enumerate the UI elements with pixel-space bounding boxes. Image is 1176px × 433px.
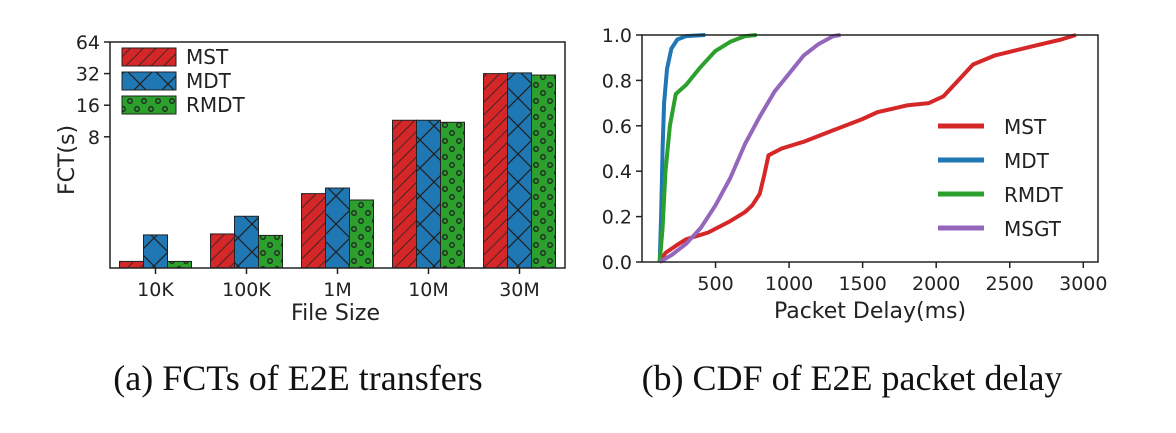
chart-a-x-axis-label: File Size [291, 301, 380, 326]
legend-item-mdt: MDT [121, 69, 232, 93]
bar-rmdt-10m [440, 121, 465, 269]
series-line-msgt [658, 33, 841, 264]
y-tick-label: 0.4 [602, 161, 632, 183]
chart-b-y-axis: 0.0 0.2 0.4 0.6 0.8 1.0 [602, 25, 642, 274]
chart-a-y-axis: 8 16 32 64 [76, 32, 110, 149]
y-tick-label: 0.8 [602, 70, 632, 92]
x-tick-label: 2000 [912, 273, 960, 295]
chart-a-x-axis: 10K 100K 1M 10M 30M [137, 268, 540, 301]
y-tick-label: 0.0 [602, 252, 632, 274]
series-line-mdt [657, 33, 706, 263]
chart-a-caption: (a) FCTs of E2E transfers [113, 358, 482, 398]
chart-b-x-axis: 500 1000 1500 2000 2500 3000 [697, 262, 1107, 295]
legend-label: MSGT [1004, 217, 1062, 241]
chart-a-bars [119, 72, 556, 269]
legend-item-mdt: MDT [938, 149, 1050, 173]
chart-b-legend: MST MDT RMDT MSGT [938, 115, 1064, 241]
bar-mdt-10m [416, 119, 441, 269]
bar-mst-10k [119, 260, 144, 269]
y-tick-label: 0.2 [602, 207, 632, 229]
bar-rmdt-100k [258, 234, 283, 269]
legend-item-msgt: MSGT [938, 217, 1062, 241]
x-tick-label: 100K [222, 279, 271, 301]
x-tick-label: 3000 [1059, 273, 1107, 295]
bar-mst-1m [301, 193, 326, 269]
bar-rmdt-30m [531, 74, 556, 269]
series-line-mst [658, 33, 1077, 264]
legend-label: RMDT [1004, 183, 1064, 207]
legend-label: MDT [186, 69, 232, 93]
x-tick-label: 2500 [986, 273, 1034, 295]
x-tick-label: 10K [137, 279, 174, 301]
y-tick-label: 16 [76, 95, 100, 117]
x-tick-label: 10M [408, 279, 449, 301]
y-tick-label: 64 [76, 32, 100, 54]
bar-mdt-1m [325, 187, 350, 269]
bar-rmdt-10k [167, 260, 192, 269]
y-tick-label: 32 [76, 64, 100, 86]
bar-mst-30m [483, 73, 508, 269]
legend-item-mst: MST [938, 115, 1047, 139]
legend-label: RMDT [186, 93, 246, 117]
bar-mst-100k [210, 233, 235, 269]
chart-b-x-axis-label: Packet Delay(ms) [774, 299, 966, 324]
legend-item-mst: MST [121, 45, 229, 69]
y-tick-label: 8 [88, 127, 100, 149]
x-tick-label: 500 [697, 273, 733, 295]
chart-b-caption: (b) CDF of E2E packet delay [642, 358, 1063, 398]
chart-b: 0.0 0.2 0.4 0.6 0.8 1.0 500 1000 1500 2000 2500 30… [602, 25, 1108, 398]
bar-mdt-30m [507, 72, 532, 269]
legend-item-rmdt: RMDT [938, 183, 1064, 207]
y-tick-label: 1.0 [602, 25, 632, 47]
bar-rmdt-1m [349, 199, 374, 269]
legend-label: MDT [1004, 149, 1050, 173]
x-tick-label: 1M [323, 279, 351, 301]
chart-b-lines [657, 33, 1077, 264]
x-tick-label: 1500 [838, 273, 886, 295]
legend-item-rmdt: RMDT [121, 93, 246, 117]
series-line-rmdt [657, 33, 757, 263]
chart-b-frame [641, 34, 1099, 263]
x-tick-label: 30M [499, 279, 540, 301]
bar-mdt-100k [234, 215, 259, 269]
legend-label: MST [186, 45, 229, 69]
bar-mst-10m [392, 119, 417, 269]
x-tick-label: 1000 [765, 273, 813, 295]
chart-a: 8 16 32 64 10K 100K 1M 10M 30M FCT(s) File Size… [55, 32, 566, 398]
y-tick-label: 0.6 [602, 116, 632, 138]
chart-a-y-axis-label: FCT(s) [55, 125, 80, 195]
legend-label: MST [1004, 115, 1047, 139]
bar-mdt-10k [143, 234, 168, 269]
